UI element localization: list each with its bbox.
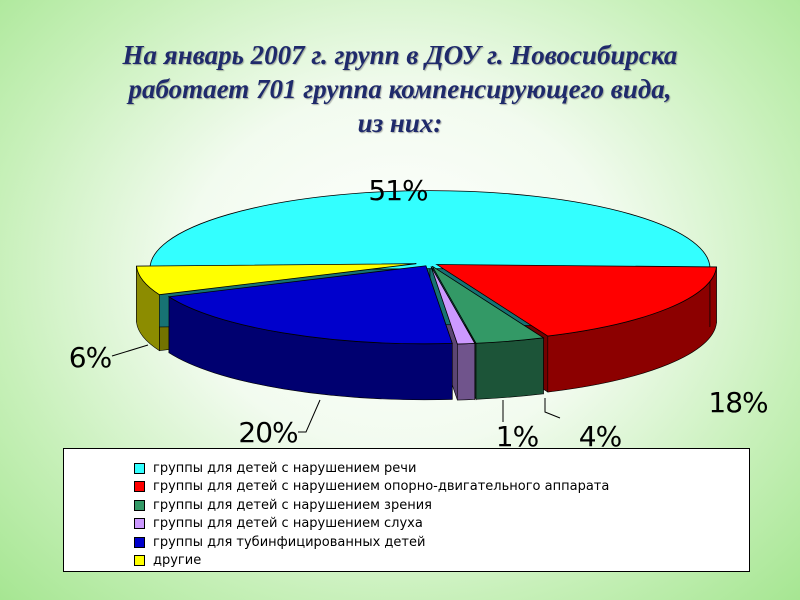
legend-label: другие (153, 553, 202, 569)
slice-side-3-0 (457, 343, 476, 401)
legend-item: группы для детей с нарушением слуха (134, 515, 749, 534)
data-label-5: 6% (69, 341, 112, 374)
leader-line-4 (298, 399, 321, 433)
legend-rows: группы для детей с нарушением речи группы… (134, 459, 749, 570)
chart-title: На январь 2007 г. групп в ДОУ г. Новосиб… (40, 38, 760, 140)
leader-line-5 (111, 344, 149, 357)
data-label-3: 1% (496, 420, 539, 453)
pie-slice-0 (149, 190, 711, 272)
legend-swatch (134, 462, 145, 474)
pie-slice-3 (430, 266, 476, 345)
pie-slice-4 (167, 265, 453, 345)
title-line-1: На январь 2007 г. групп в ДОУ г. Новосиб… (122, 40, 678, 70)
legend-label: группы для детей с нарушением опорно-дви… (153, 479, 610, 495)
pie-slice-5 (136, 263, 417, 296)
legend-item: группы для детей с нарушением опорно-дви… (134, 478, 749, 497)
legend-label: группы для детей с нарушением слуха (153, 516, 423, 532)
legend-label: группы для детей с нарушением речи (153, 460, 417, 476)
data-label-2: 4% (579, 420, 622, 453)
data-label-0: 51% (368, 174, 428, 207)
data-label-1: 18% (708, 386, 768, 419)
pie-slice-1 (435, 264, 717, 337)
legend-swatch (134, 555, 145, 567)
legend-swatch (134, 481, 145, 493)
legend-item: группы для тубинфицированных детей (134, 533, 749, 552)
legend-swatch (134, 499, 145, 511)
pie-slice-2 (431, 265, 545, 344)
slice-side-2-0 (475, 337, 544, 400)
legend-item: группы для детей с нарушением зрения (134, 496, 749, 515)
title-line-2: работает 701 группа компенсирующего вида… (128, 74, 672, 104)
legend-label: группы для тубинфицированных детей (153, 534, 426, 550)
legend-swatch (134, 536, 145, 548)
legend-item: группы для детей с нарушением речи (134, 459, 749, 478)
legend: группы для детей с нарушением речи группы… (63, 448, 750, 572)
legend-item: другие (134, 552, 749, 571)
data-label-4: 20% (238, 416, 298, 449)
legend-label: группы для детей с нарушением зрения (153, 497, 432, 513)
leader-line-2 (544, 398, 561, 419)
legend-swatch (134, 518, 145, 530)
title-line-3: из них: (357, 108, 443, 138)
